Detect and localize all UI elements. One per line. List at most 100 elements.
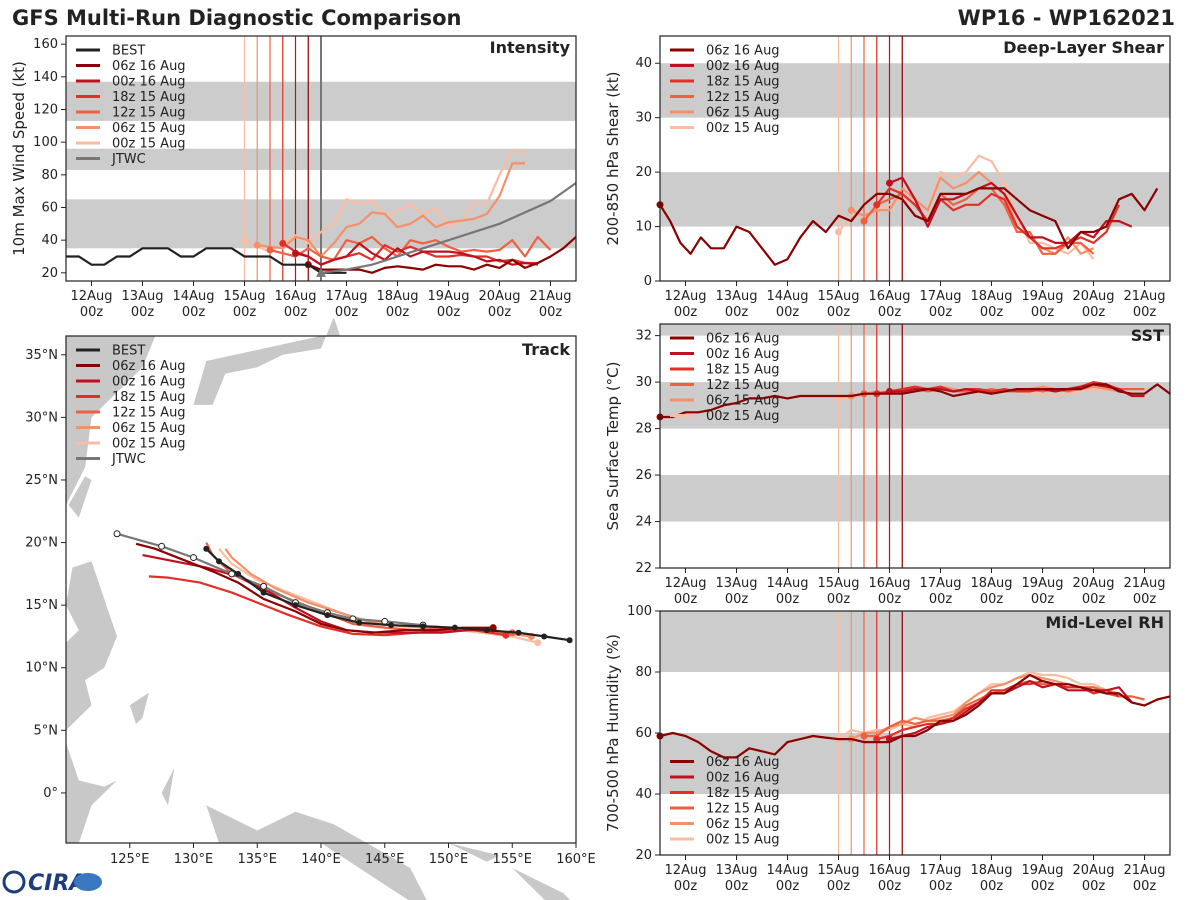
sst-xtick-label-hour: 00z	[776, 592, 800, 607]
rh-xtick-label-hour: 00z	[827, 879, 851, 894]
rh-legend-label: 06z 15 Aug	[706, 817, 780, 832]
track-xtick-label: 130°E	[174, 852, 214, 867]
shear-xtick-label-hour: 00z	[827, 305, 851, 320]
shear-ylabel: 200-850 hPa Shear (kt)	[604, 72, 622, 246]
shear-series-00z-15-Aug	[837, 154, 1095, 260]
track-title: Track	[522, 340, 570, 359]
track-best-point	[235, 570, 242, 577]
sst-band-2	[660, 324, 1170, 336]
sst-legend-label: 12z 15 Aug	[706, 378, 780, 393]
sst-legend-label: 06z 16 Aug	[706, 332, 780, 347]
intensity-ytick-label: 20	[41, 266, 58, 281]
rh-series-start-marker	[873, 735, 881, 743]
sst-ytick-label: 24	[635, 515, 652, 530]
intensity-series-start-marker	[253, 241, 261, 249]
intensity-legend-label: 12z 15 Aug	[112, 106, 186, 121]
sst-series-06z-16-Aug	[660, 383, 1171, 419]
intensity-xtick-label: 16Aug	[275, 289, 317, 304]
shear-xtick-label-hour: 00z	[1031, 305, 1055, 320]
sst-legend-label: 06z 15 Aug	[706, 394, 780, 409]
track-legend-label: 18z 15 Aug	[112, 390, 186, 405]
track-series-start-marker	[534, 639, 542, 647]
shear-xtick-label-hour: 00z	[929, 305, 953, 320]
intensity-xtick-label-hour: 00z	[182, 305, 206, 320]
intensity-title: Intensity	[490, 38, 571, 57]
rh-xtick-label: 21Aug	[1124, 863, 1166, 878]
land-new-guinea	[206, 805, 427, 900]
intensity-legend-label: 00z 16 Aug	[112, 75, 186, 90]
intensity-xtick-label: 12Aug	[71, 289, 113, 304]
shear-xtick-label: 12Aug	[665, 289, 707, 304]
rh-xtick-label: 20Aug	[1073, 863, 1115, 878]
shear-xtick-label-hour: 00z	[725, 305, 749, 320]
track-xtick-label: 150°E	[429, 852, 469, 867]
rh-series-start-marker	[860, 732, 868, 740]
shear-legend-label: 00z 16 Aug	[706, 59, 780, 74]
sst-xtick-label: 14Aug	[767, 576, 809, 591]
track-legend-label: 06z 16 Aug	[112, 359, 186, 374]
intensity-xtick-label-hour: 00z	[335, 305, 359, 320]
track-xtick-label: 145°E	[365, 852, 405, 867]
shear-ytick-label: 20	[635, 165, 652, 180]
rh-xtick-label-hour: 00z	[929, 879, 953, 894]
track-best-point	[292, 602, 299, 609]
track-ytick-label: 10°N	[25, 661, 58, 676]
shear-ytick-label: 0	[644, 274, 652, 289]
intensity-jtwc-line	[320, 182, 577, 274]
shear-legend-label: 06z 16 Aug	[706, 44, 780, 59]
shear-xtick-label-hour: 00z	[1133, 305, 1157, 320]
land-mindanao	[129, 692, 149, 725]
intensity-series-06z-15-Aug	[257, 162, 525, 258]
shear-ytick-label: 40	[635, 56, 652, 71]
track-frame	[65, 335, 577, 844]
intensity-xtick-label: 19Aug	[428, 289, 470, 304]
sst-band-0	[660, 475, 1170, 522]
cira-logo: CIRA	[2, 870, 102, 896]
shear-legend-label: 12z 15 Aug	[706, 90, 780, 105]
track-best-point	[451, 624, 458, 631]
intensity-xtick-label: 20Aug	[479, 289, 521, 304]
shear-xtick-label-hour: 00z	[1082, 305, 1106, 320]
logo-ring-icon	[2, 870, 26, 894]
sst-ytick-label: 30	[635, 375, 652, 390]
sst-xtick-label: 18Aug	[971, 576, 1013, 591]
rh-ytick-label: 100	[627, 604, 652, 619]
rh-legend-label: 18z 15 Aug	[706, 786, 780, 801]
shear-series-18z-15-Aug	[875, 187, 1120, 250]
track-ytick-label: 25°N	[25, 473, 58, 488]
track-jtwc-point	[260, 582, 268, 590]
track-best-point	[260, 589, 267, 596]
track-jtwc-point	[113, 530, 121, 538]
rh-xtick-label-hour: 00z	[674, 879, 698, 894]
sst-xtick-label-hour: 00z	[827, 592, 851, 607]
rh-xtick-label-hour: 00z	[878, 879, 902, 894]
shear-xtick-label-hour: 00z	[980, 305, 1004, 320]
rh-band-0	[660, 733, 1170, 794]
rh-xtick-label-hour: 00z	[725, 879, 749, 894]
intensity-ylabel: 10m Max Wind Speed (kt)	[10, 61, 28, 256]
rh-ytick-label: 40	[635, 787, 652, 802]
rh-xtick-label-hour: 00z	[1133, 879, 1157, 894]
land-new-ireland	[448, 843, 500, 862]
intensity-xtick-label: 15Aug	[224, 289, 266, 304]
shear-xtick-label: 18Aug	[971, 289, 1013, 304]
intensity-xtick-label-hour: 00z	[539, 305, 563, 320]
track-xtick-label: 135°E	[237, 852, 277, 867]
sst-ytick-label: 26	[635, 468, 652, 483]
intensity-series-00z-15-Aug	[244, 149, 526, 253]
track-legend-label: 06z 15 Aug	[112, 421, 186, 436]
intensity-ytick-label: 40	[41, 233, 58, 248]
rh-ylabel: 700-500 hPa Humidity (%)	[604, 634, 622, 832]
sst-ytick-label: 22	[635, 561, 652, 576]
jtwc-start-marker	[316, 267, 326, 277]
land-solomons	[512, 868, 571, 900]
sst-xtick-label: 16Aug	[869, 576, 911, 591]
shear-xtick-label: 21Aug	[1124, 289, 1166, 304]
shear-series-start-marker	[835, 228, 842, 236]
land-taiwan	[68, 476, 92, 518]
track-xtick-label: 155°E	[492, 852, 532, 867]
track-series-start-marker	[502, 631, 510, 639]
intensity-best-line	[66, 247, 347, 274]
shear-xtick-label: 19Aug	[1022, 289, 1064, 304]
